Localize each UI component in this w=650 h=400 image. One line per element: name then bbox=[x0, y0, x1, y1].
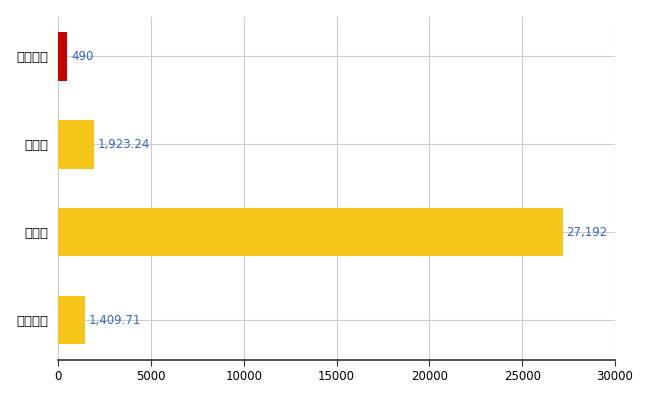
Bar bbox=[58, 120, 94, 168]
Text: 490: 490 bbox=[72, 50, 94, 63]
Text: 27,192: 27,192 bbox=[567, 226, 608, 239]
Bar bbox=[58, 208, 563, 256]
Bar bbox=[58, 32, 68, 81]
Text: 1,923.24: 1,923.24 bbox=[98, 138, 150, 151]
Bar bbox=[58, 296, 84, 344]
Text: 1,409.71: 1,409.71 bbox=[88, 314, 140, 327]
